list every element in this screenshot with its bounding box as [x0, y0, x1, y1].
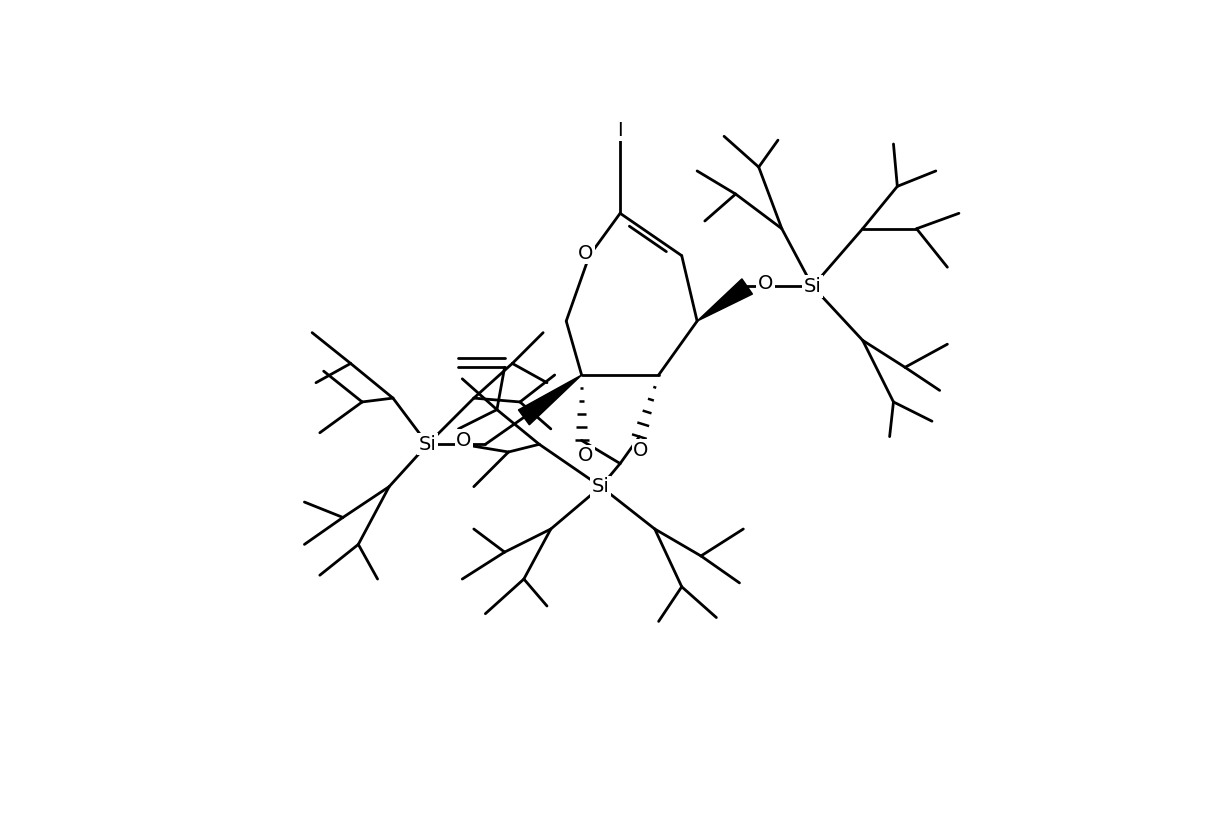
Text: O: O [456, 431, 472, 450]
Text: O: O [578, 244, 593, 263]
Text: O: O [633, 441, 649, 460]
Text: O: O [578, 447, 593, 465]
Polygon shape [518, 375, 582, 425]
Polygon shape [697, 279, 753, 321]
Text: Si: Si [419, 434, 437, 454]
Text: Si: Si [803, 277, 822, 296]
Text: Si: Si [592, 477, 610, 496]
Text: O: O [757, 274, 773, 293]
Text: I: I [617, 121, 623, 139]
